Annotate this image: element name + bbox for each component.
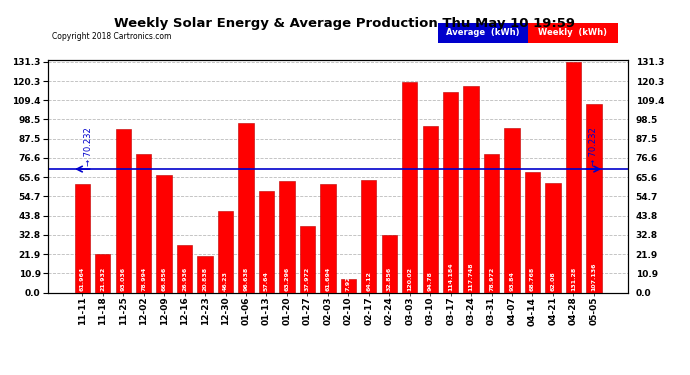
Text: 21.932: 21.932 — [100, 267, 106, 291]
Bar — [279, 181, 295, 292]
Bar — [464, 86, 479, 292]
Bar — [157, 175, 172, 292]
Bar — [443, 92, 458, 292]
Bar — [341, 279, 356, 292]
Text: 94.78: 94.78 — [428, 271, 433, 291]
Bar — [320, 184, 335, 292]
Text: 32.856: 32.856 — [387, 267, 392, 291]
Text: 61.694: 61.694 — [326, 267, 331, 291]
Bar — [361, 180, 377, 292]
Bar — [382, 235, 397, 292]
Text: 114.184: 114.184 — [448, 262, 453, 291]
Bar — [525, 172, 540, 292]
Text: 131.28: 131.28 — [571, 267, 576, 291]
Text: 66.856: 66.856 — [161, 267, 167, 291]
Text: 63.296: 63.296 — [284, 267, 289, 291]
Text: Weekly  (kWh): Weekly (kWh) — [538, 28, 607, 38]
Text: 57.64: 57.64 — [264, 271, 269, 291]
Text: 46.23: 46.23 — [223, 271, 228, 291]
Text: → 70.232: → 70.232 — [84, 128, 93, 166]
Bar — [136, 154, 151, 292]
Bar — [484, 154, 500, 292]
Text: 93.84: 93.84 — [509, 271, 515, 291]
Bar — [422, 126, 438, 292]
Text: 120.02: 120.02 — [407, 267, 412, 291]
Bar — [95, 254, 110, 292]
Text: 26.936: 26.936 — [182, 267, 187, 291]
Text: 93.036: 93.036 — [121, 267, 126, 291]
Text: 78.994: 78.994 — [141, 267, 146, 291]
Bar — [545, 183, 561, 292]
Text: Weekly Solar Energy & Average Production Thu May 10 19:59: Weekly Solar Energy & Average Production… — [115, 17, 575, 30]
Text: → 70.232: → 70.232 — [589, 128, 598, 166]
Text: 7.926: 7.926 — [346, 271, 351, 291]
Bar — [197, 256, 213, 292]
Bar — [259, 191, 274, 292]
Bar — [75, 184, 90, 292]
Text: 62.08: 62.08 — [551, 271, 555, 291]
Bar — [218, 211, 233, 292]
Text: Copyright 2018 Cartronics.com: Copyright 2018 Cartronics.com — [52, 32, 171, 41]
Bar — [299, 226, 315, 292]
Text: 96.638: 96.638 — [244, 267, 248, 291]
Text: Average  (kWh): Average (kWh) — [446, 28, 520, 38]
Bar — [177, 245, 193, 292]
Bar — [115, 129, 131, 292]
Text: 117.748: 117.748 — [469, 262, 473, 291]
Bar — [586, 104, 602, 292]
Text: 68.768: 68.768 — [530, 267, 535, 291]
Text: 20.838: 20.838 — [203, 267, 208, 291]
Bar — [504, 128, 520, 292]
Bar — [566, 62, 581, 292]
Bar — [238, 123, 254, 292]
Bar — [402, 82, 417, 292]
Text: 107.136: 107.136 — [591, 262, 596, 291]
Text: 61.964: 61.964 — [80, 267, 85, 291]
Text: 78.972: 78.972 — [489, 267, 494, 291]
Text: 37.972: 37.972 — [305, 267, 310, 291]
Text: 64.12: 64.12 — [366, 271, 371, 291]
